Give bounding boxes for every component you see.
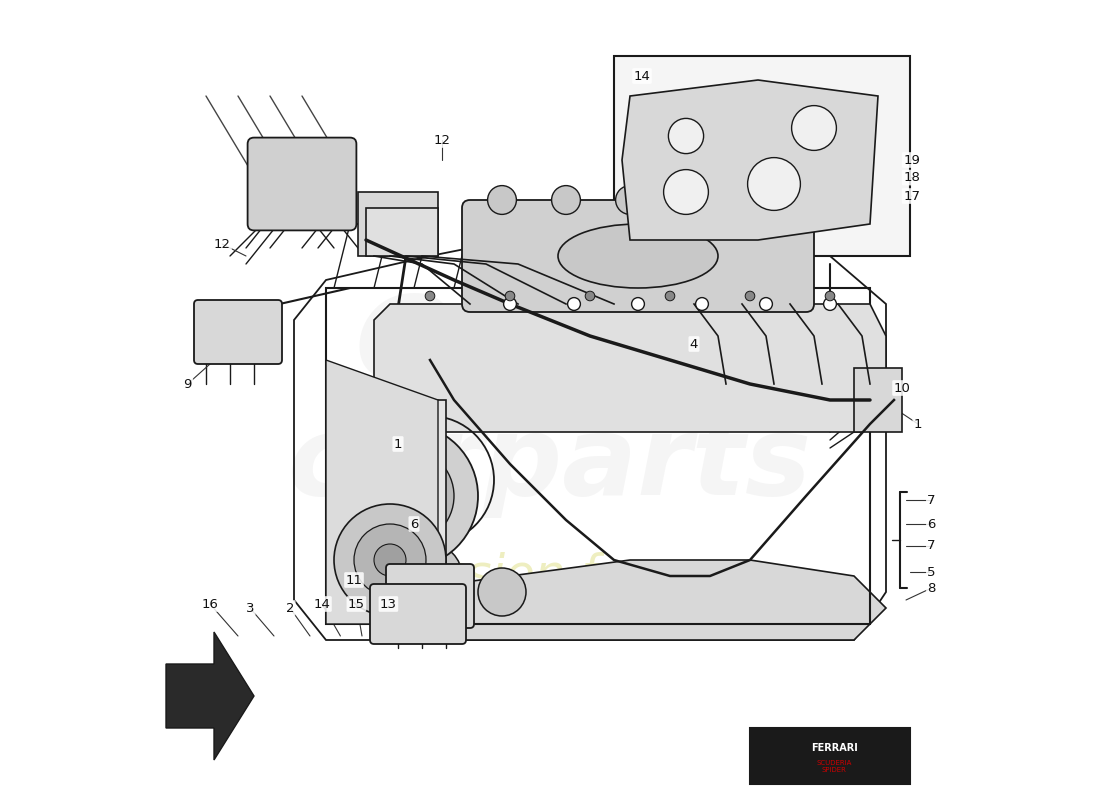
Circle shape xyxy=(358,448,454,544)
Circle shape xyxy=(760,186,789,214)
Circle shape xyxy=(334,424,478,568)
Circle shape xyxy=(334,504,446,616)
Circle shape xyxy=(833,195,859,221)
Text: 9: 9 xyxy=(184,378,191,390)
Circle shape xyxy=(354,524,426,596)
Text: 18: 18 xyxy=(903,171,920,184)
Circle shape xyxy=(825,291,835,301)
Bar xyxy=(366,208,438,256)
Bar xyxy=(854,368,902,432)
Circle shape xyxy=(390,440,470,520)
Text: 12: 12 xyxy=(213,238,231,250)
Circle shape xyxy=(760,298,772,310)
Circle shape xyxy=(695,186,725,214)
Circle shape xyxy=(669,118,704,154)
Bar xyxy=(750,728,910,784)
Text: FERRARI: FERRARI xyxy=(811,743,857,753)
Circle shape xyxy=(487,186,516,214)
Circle shape xyxy=(374,544,406,576)
Circle shape xyxy=(631,298,645,310)
Bar xyxy=(358,192,438,256)
Circle shape xyxy=(793,195,818,221)
Text: 19: 19 xyxy=(903,154,920,166)
FancyBboxPatch shape xyxy=(462,200,814,312)
Ellipse shape xyxy=(558,224,718,288)
Bar xyxy=(614,56,910,256)
Text: a passion for cars: a passion for cars xyxy=(334,552,766,600)
FancyBboxPatch shape xyxy=(386,564,474,628)
Circle shape xyxy=(504,298,516,310)
Bar xyxy=(630,136,670,184)
Text: 14: 14 xyxy=(634,70,650,82)
Text: 7: 7 xyxy=(927,494,936,506)
Text: 8: 8 xyxy=(927,582,936,594)
Circle shape xyxy=(334,424,446,536)
FancyBboxPatch shape xyxy=(370,584,466,644)
Circle shape xyxy=(585,291,595,301)
Circle shape xyxy=(616,186,645,214)
Circle shape xyxy=(792,106,836,150)
Bar xyxy=(198,304,262,336)
Text: 13: 13 xyxy=(379,598,397,610)
Text: 10: 10 xyxy=(893,382,911,394)
Text: 16: 16 xyxy=(201,598,219,610)
FancyBboxPatch shape xyxy=(194,300,282,364)
Circle shape xyxy=(568,298,581,310)
Circle shape xyxy=(551,186,581,214)
Polygon shape xyxy=(326,360,438,624)
Text: 17: 17 xyxy=(903,190,920,202)
Polygon shape xyxy=(621,80,878,240)
Circle shape xyxy=(478,568,526,616)
FancyBboxPatch shape xyxy=(248,138,356,230)
Text: 1: 1 xyxy=(394,438,403,450)
Bar xyxy=(258,214,338,228)
Polygon shape xyxy=(390,560,886,640)
Text: 2: 2 xyxy=(286,602,295,614)
Circle shape xyxy=(663,170,708,214)
Text: 15: 15 xyxy=(348,598,365,610)
Bar xyxy=(326,288,870,624)
Text: 5: 5 xyxy=(927,566,936,578)
Text: 1: 1 xyxy=(914,418,922,430)
Text: 7: 7 xyxy=(927,539,936,552)
Text: 14: 14 xyxy=(314,598,330,610)
Text: 4: 4 xyxy=(690,338,698,350)
Circle shape xyxy=(505,291,515,301)
Text: 12: 12 xyxy=(433,134,451,146)
Text: 6: 6 xyxy=(410,518,418,530)
Text: 11: 11 xyxy=(345,574,363,586)
Circle shape xyxy=(695,298,708,310)
Polygon shape xyxy=(374,304,886,432)
Text: 3: 3 xyxy=(245,602,254,614)
Text: 6: 6 xyxy=(927,518,936,530)
Text: euro: euro xyxy=(353,262,747,410)
Circle shape xyxy=(426,291,434,301)
Circle shape xyxy=(748,158,801,210)
Circle shape xyxy=(745,291,755,301)
Bar xyxy=(326,400,446,624)
Text: SCUDERIA
SPIDER: SCUDERIA SPIDER xyxy=(816,760,851,773)
Circle shape xyxy=(666,291,674,301)
Circle shape xyxy=(824,298,836,310)
Circle shape xyxy=(398,544,462,608)
Text: carparts: carparts xyxy=(288,410,812,518)
Circle shape xyxy=(330,516,418,604)
Polygon shape xyxy=(166,632,254,760)
